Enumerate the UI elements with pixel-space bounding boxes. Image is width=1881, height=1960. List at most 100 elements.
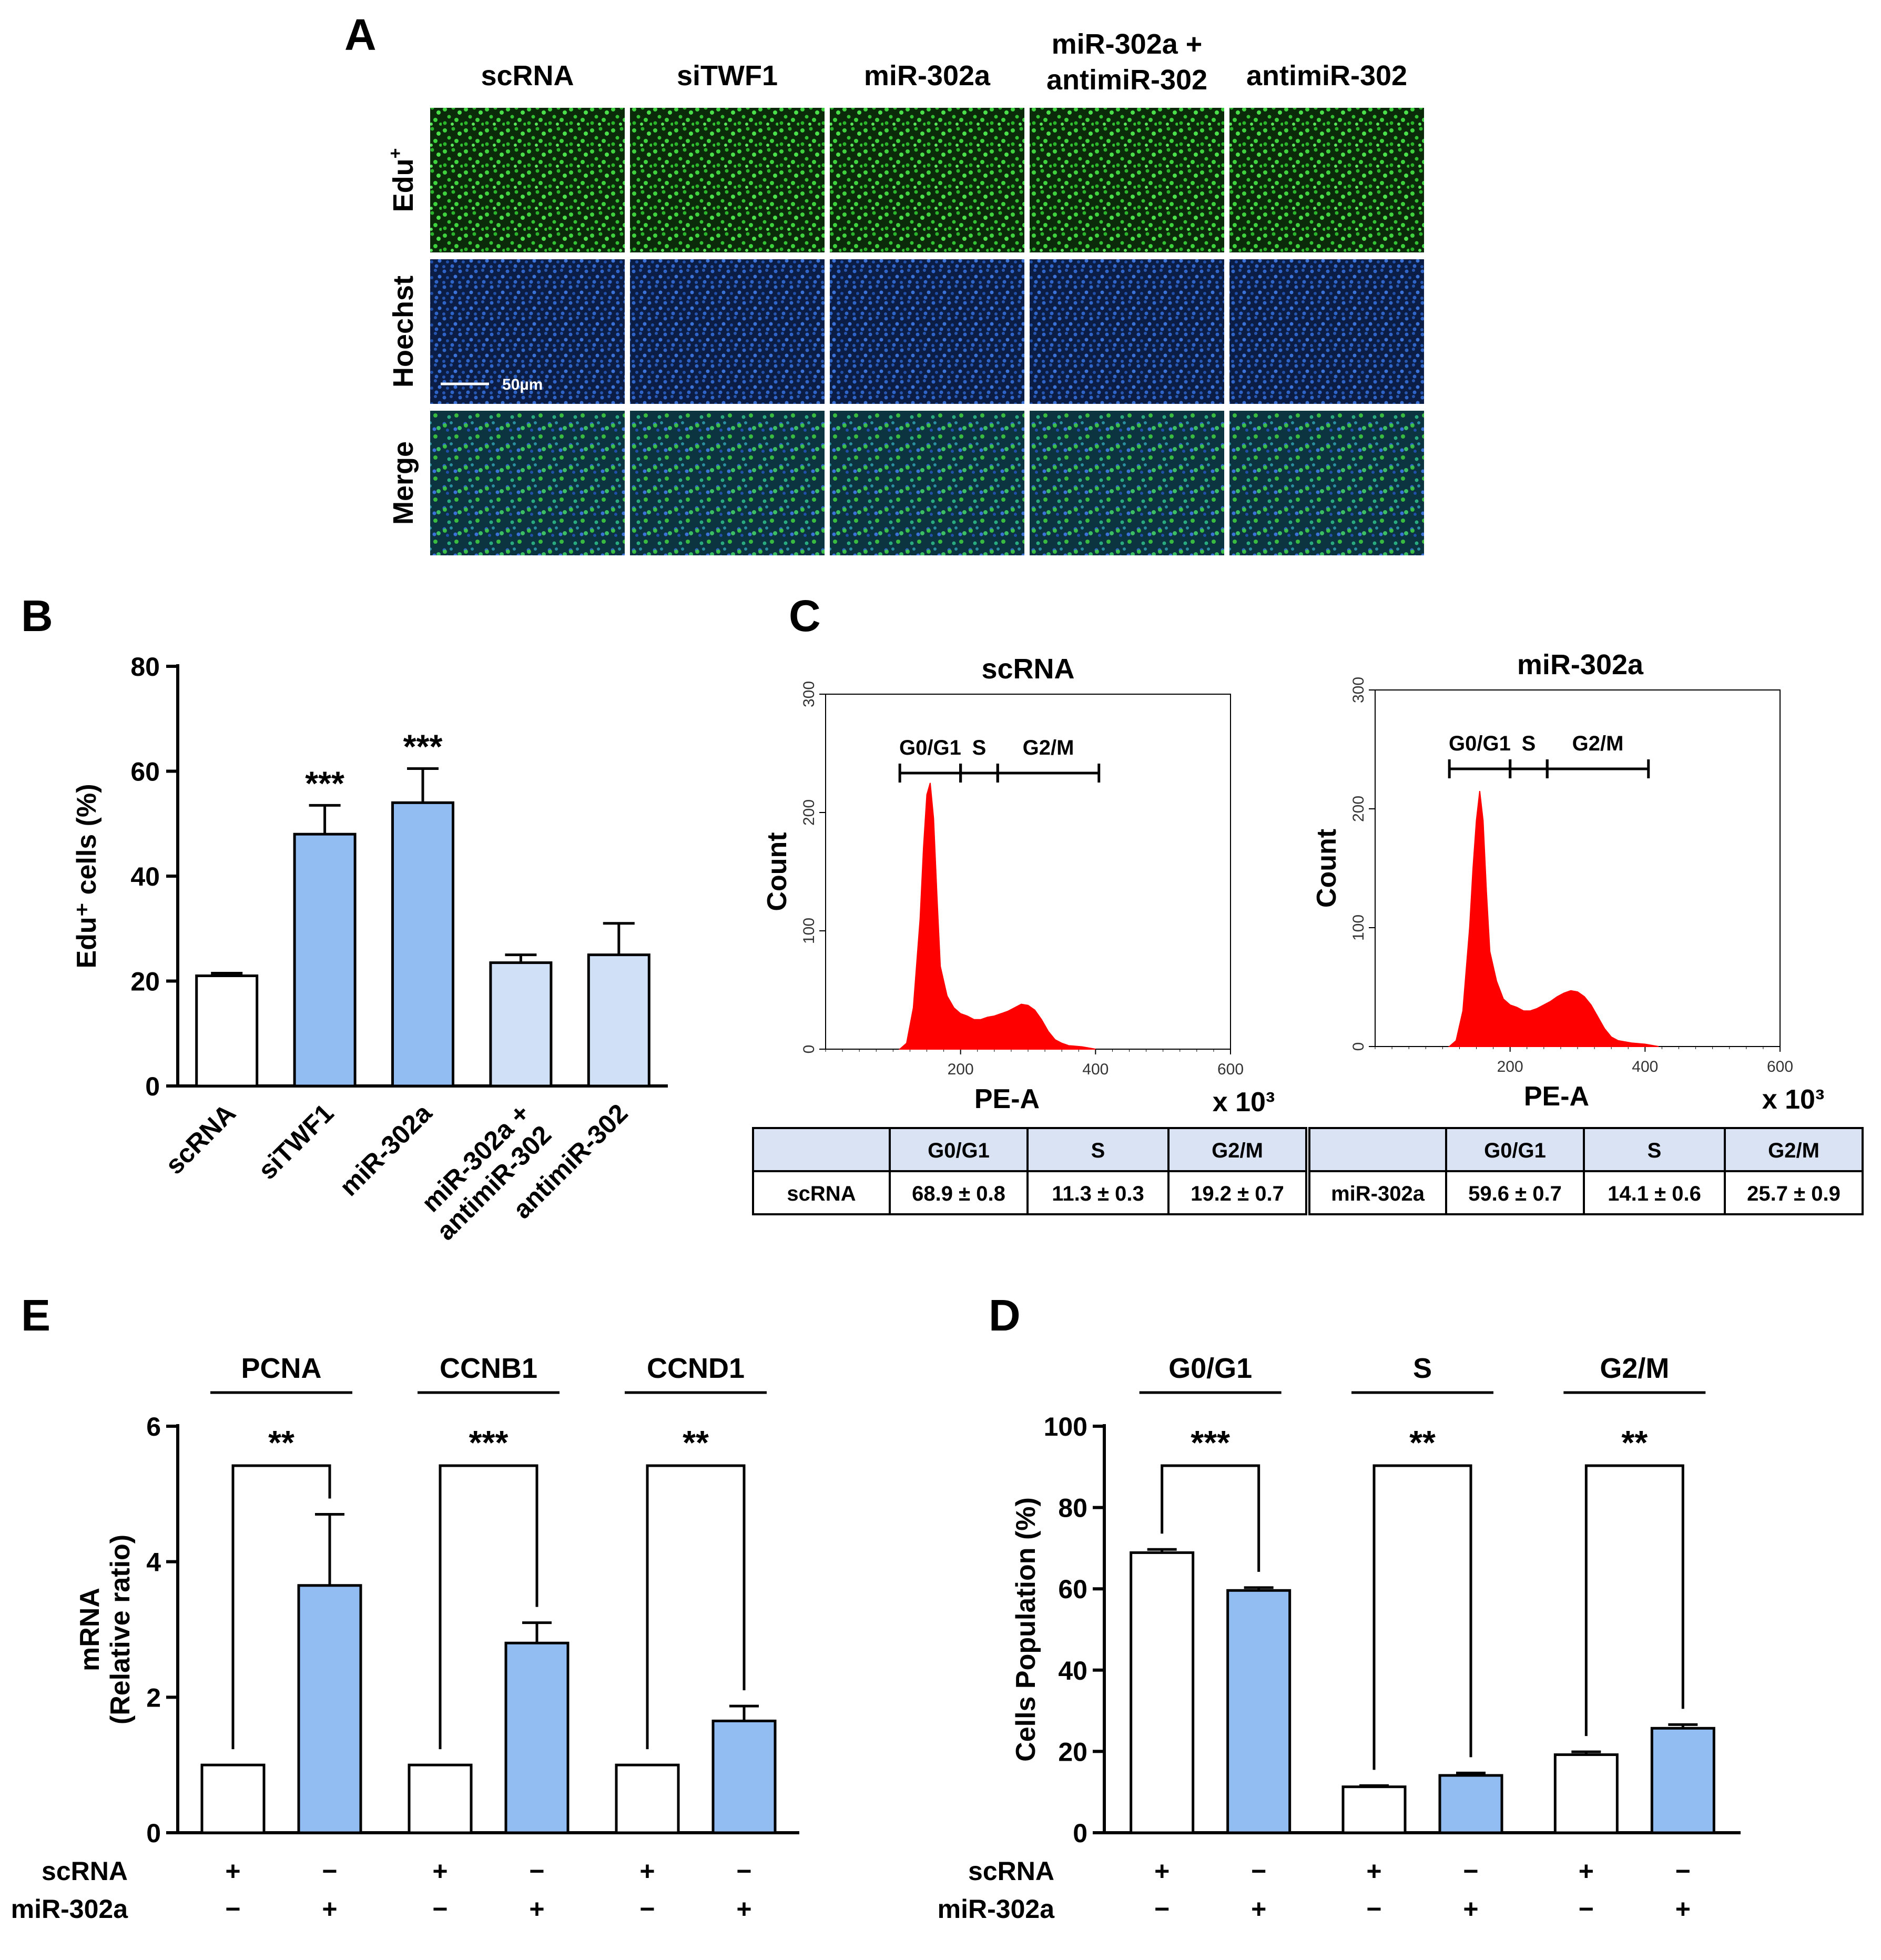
micrograph-tile	[630, 108, 825, 252]
y-tick-label: 0	[1350, 1042, 1367, 1051]
column-header: scRNA	[481, 60, 574, 92]
y-tick-label: 60	[1058, 1575, 1087, 1604]
row-label-text: Merge	[388, 441, 419, 525]
group-label: CCNB1	[440, 1353, 537, 1384]
significance-label: **	[683, 1424, 709, 1461]
x-tick-label: 600	[1217, 1061, 1244, 1078]
table-header-label: G2/M	[1768, 1139, 1819, 1162]
bar	[293, 832, 357, 1088]
condition-sign: −	[1154, 1894, 1170, 1924]
y-tick-label: 2	[146, 1683, 161, 1712]
column-header: siTWF1	[677, 60, 778, 92]
panel-letter-d: D	[989, 1291, 1021, 1340]
y-axis-title: Cells Population (%)	[1011, 1497, 1041, 1762]
x-axis-title: PE-A	[1524, 1081, 1589, 1112]
condition-label: scRNA	[42, 1856, 128, 1886]
table-header-cell	[1308, 1127, 1447, 1172]
table-cell-value: 14.1 ± 0.6	[1608, 1182, 1701, 1205]
condition-sign: +	[1251, 1894, 1266, 1924]
group-label: S	[1413, 1353, 1432, 1384]
gate-label: G2/M	[1572, 732, 1624, 755]
micrograph-tile	[430, 411, 625, 555]
x-tick-label: miR-302a	[334, 1098, 438, 1202]
table-cell	[752, 1170, 891, 1215]
gate-label: G0/G1	[899, 736, 961, 759]
y-tick-label: 6	[146, 1412, 161, 1441]
y-axis-title: mRNA(Relative ratio)	[75, 1535, 136, 1724]
y-tick-label: 300	[800, 681, 818, 707]
x-tick-label: siTWF1	[252, 1098, 339, 1185]
group-label: CCND1	[647, 1353, 745, 1384]
y-tick-label: 100	[1350, 915, 1367, 941]
column-header: miR-302a +	[1052, 28, 1203, 60]
micrograph-tile	[1030, 411, 1224, 555]
bar	[1130, 1551, 1195, 1834]
micrograph-tile	[1229, 259, 1424, 404]
table-header-label: G0/G1	[928, 1139, 990, 1162]
table-header-cell	[752, 1127, 891, 1172]
y-tick-label: 200	[1350, 796, 1367, 822]
bar	[391, 801, 454, 1088]
condition-sign: −	[736, 1856, 751, 1886]
condition-sign: −	[1675, 1856, 1691, 1886]
bar	[408, 1763, 473, 1834]
table-header-cell	[1445, 1127, 1585, 1172]
row-label-text: Hoechst	[388, 276, 419, 388]
significance-bracket	[646, 1464, 746, 1750]
panel-letter-e: E	[21, 1291, 50, 1340]
row-label-text: Edu	[388, 158, 419, 212]
histogram-title: scRNA	[981, 653, 1074, 685]
table-cell	[1445, 1170, 1585, 1215]
condition-sign: −	[1463, 1856, 1478, 1886]
micrograph-tile	[1229, 108, 1424, 252]
condition-label: miR-302a	[938, 1894, 1055, 1924]
condition-sign: −	[1579, 1894, 1594, 1924]
y-tick-label: 40	[1058, 1656, 1087, 1685]
y-tick-label: 100	[1044, 1412, 1087, 1441]
significance-label: **	[268, 1424, 294, 1461]
micrograph-tile	[630, 259, 825, 404]
column-header: antimiR-302	[1046, 64, 1207, 96]
bar	[489, 961, 553, 1088]
row-label-superscript: +	[385, 148, 405, 159]
bar	[1438, 1774, 1503, 1834]
condition-sign: −	[529, 1856, 544, 1886]
y-tick-label: 20	[130, 967, 160, 997]
table-cell	[1583, 1170, 1726, 1215]
table-cell-value: 19.2 ± 0.7	[1191, 1182, 1284, 1205]
row-label: Hoechst	[388, 276, 419, 388]
condition-sign: +	[639, 1856, 655, 1886]
x-tick-label: 600	[1767, 1058, 1793, 1075]
condition-sign: −	[1366, 1894, 1381, 1924]
significance-bracket	[1161, 1464, 1260, 1572]
condition-sign: +	[1154, 1856, 1170, 1886]
condition-sign: +	[736, 1894, 751, 1924]
y-tick-label: 300	[1350, 677, 1367, 703]
condition-sign: −	[225, 1894, 240, 1924]
y-tick-label: 0	[146, 1819, 161, 1848]
condition-sign: +	[1675, 1894, 1691, 1924]
x-tick-label-line: siTWF1	[252, 1098, 339, 1185]
table-cell	[1167, 1170, 1307, 1215]
significance-label: ***	[1191, 1424, 1230, 1461]
micrograph-tile	[830, 259, 1024, 404]
table-cell	[1724, 1170, 1864, 1215]
significance-bracket	[439, 1464, 538, 1750]
significance-label: **	[1621, 1424, 1648, 1461]
micrograph-tile	[430, 259, 625, 404]
micrograph-tile	[830, 108, 1024, 252]
condition-sign: +	[432, 1856, 448, 1886]
micrograph-tile	[1229, 411, 1424, 555]
panel-d: D 0 20 40 60 80 100 Cells Population (%) *** G0/G…	[938, 1291, 1741, 1924]
condition-label: miR-302a	[11, 1894, 129, 1924]
micrograph-tile	[1030, 108, 1224, 252]
micrograph-tile	[630, 411, 825, 555]
micrograph-tile	[1030, 259, 1224, 404]
x-tick-label-line: scRNA	[159, 1098, 241, 1180]
column-header: miR-302a	[864, 60, 991, 92]
condition-label: scRNA	[968, 1856, 1054, 1886]
y-axis-title: Edu⁺ cells (%)	[72, 784, 102, 968]
